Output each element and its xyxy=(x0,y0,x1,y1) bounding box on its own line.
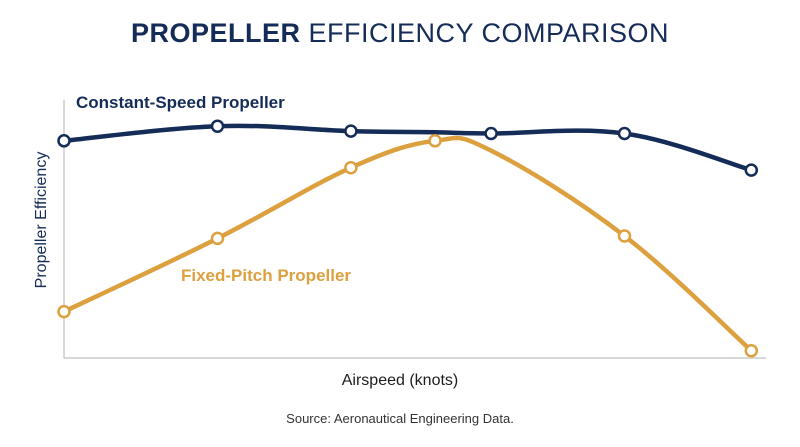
series-markers xyxy=(57,119,759,358)
series-label-constant-speed: Constant-Speed Propeller xyxy=(76,93,285,112)
data-point-constant-speed xyxy=(484,126,498,141)
chart-title-rest: EFFICIENCY COMPARISON xyxy=(308,18,670,48)
series-label-fixed-pitch: Fixed-Pitch Propeller xyxy=(181,266,351,285)
data-point-constant-speed xyxy=(210,119,225,133)
y-axis-label: Propeller Efficiency xyxy=(33,151,50,289)
data-point-fixed-pitch xyxy=(617,229,632,243)
chart-title: PROPELLER EFFICIENCY COMPARISON xyxy=(0,18,800,49)
data-point-fixed-pitch xyxy=(210,231,225,246)
chart-title-bold: PROPELLER xyxy=(130,18,301,48)
data-point-fixed-pitch xyxy=(57,304,71,319)
data-point-fixed-pitch xyxy=(344,160,358,175)
x-axis-label: Airspeed (knots) xyxy=(341,372,459,389)
data-point-fixed-pitch xyxy=(744,343,759,358)
data-point-constant-speed xyxy=(344,124,358,138)
data-point-constant-speed xyxy=(617,126,632,141)
data-point-fixed-pitch xyxy=(428,134,442,148)
series-lines xyxy=(61,123,754,353)
source-note: Source: Aeronautical Engineering Data. xyxy=(286,411,514,426)
series-line-fixed-pitch xyxy=(61,135,754,353)
data-point-constant-speed xyxy=(57,134,71,148)
data-point-constant-speed xyxy=(744,163,759,177)
